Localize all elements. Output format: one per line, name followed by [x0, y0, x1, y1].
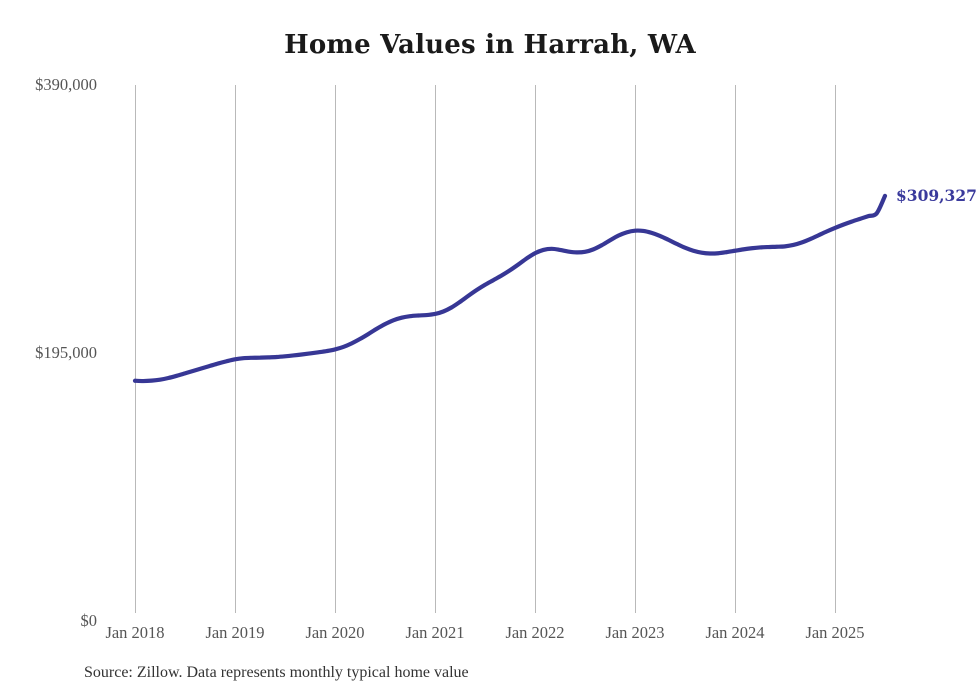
x-tick-label-3: Jan 2021: [405, 623, 465, 642]
chart-title: Home Values in Harrah, WA: [284, 30, 696, 60]
end-value-label: $309,327: [896, 185, 977, 205]
x-tick-label-5: Jan 2023: [605, 623, 665, 642]
x-tick-label-2: Jan 2020: [305, 623, 365, 642]
y-tick-label-2: $0: [80, 611, 98, 630]
home-value-line: [132, 193, 888, 384]
x-tick-label-1: Jan 2019: [205, 623, 265, 642]
source-caption: Source: Zillow. Data represents monthly …: [84, 664, 469, 681]
gridlines-group: [135, 85, 836, 613]
x-tick-label-0: Jan 2018: [105, 623, 165, 642]
y-tick-label-0: $390,000: [35, 75, 97, 94]
x-tick-label-4: Jan 2022: [505, 623, 565, 642]
y-tick-label-1: $195,000: [35, 343, 97, 362]
x-tick-label-7: Jan 2025: [805, 623, 865, 642]
x-tick-label-6: Jan 2024: [705, 623, 765, 642]
